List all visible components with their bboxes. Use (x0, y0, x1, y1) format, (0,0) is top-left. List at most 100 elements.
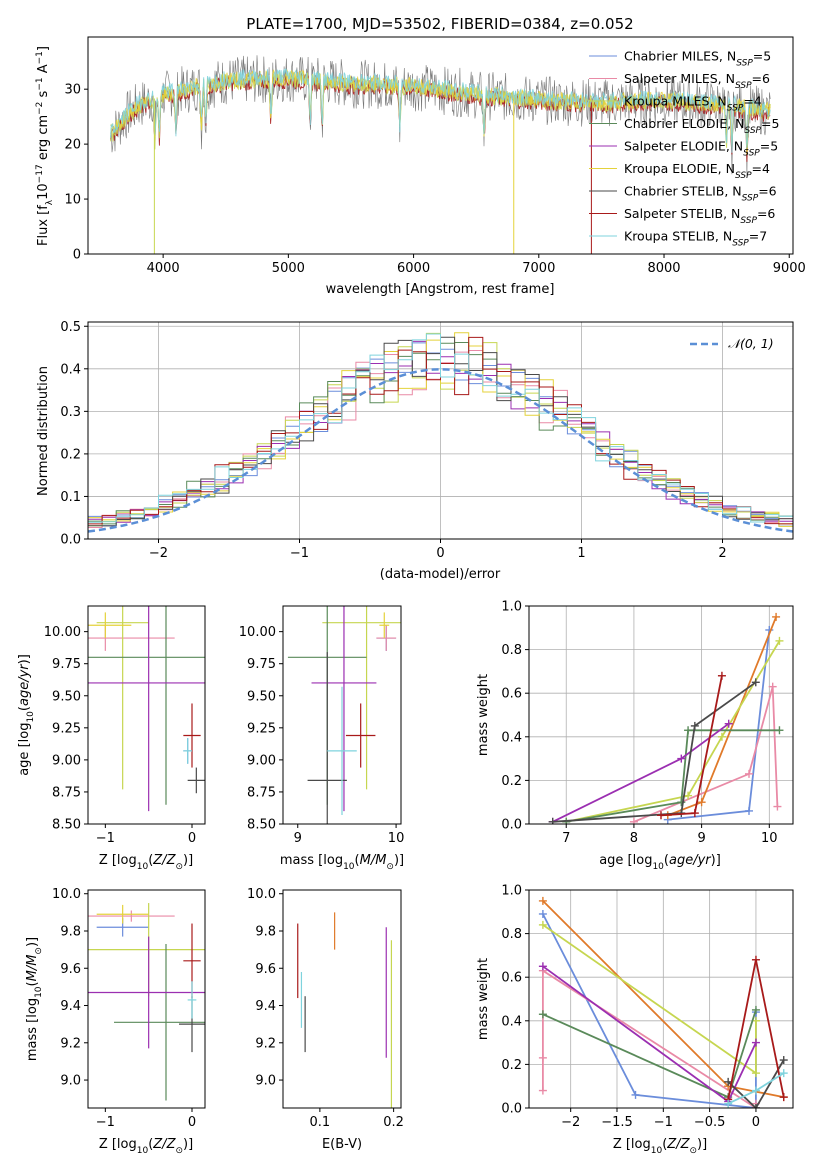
x-tick-label: 1 (577, 546, 585, 561)
y-tick-label: 9.2 (255, 1036, 276, 1051)
x-tick-label: 8000 (647, 261, 680, 276)
y-tick-label: 9.6 (255, 962, 276, 977)
legend-entry: Salpeter STELIB, NSSP=6 (624, 206, 775, 226)
x-tick-label: −2 (561, 1115, 580, 1130)
x-tick-label: 5000 (272, 261, 305, 276)
plot-area (287, 606, 401, 824)
chart-residuals: −2 −1 0 1 2 0.0 0.1 0.2 0.3 0.4 0.5 𝒩(0, 1) (data-mo… (36, 320, 794, 582)
y-tick-label: 8.75 (52, 785, 81, 800)
y-tick-label: 0.0 (501, 1102, 522, 1117)
axis-label: age [log10(age/yr)] (599, 853, 721, 872)
x-tick-label: 2 (718, 546, 726, 561)
y-tick-label: 10.00 (44, 625, 81, 640)
x-tick-label: 9 (697, 831, 705, 846)
x-tick-label: 9 (294, 831, 302, 846)
x-tick-label: 10 (388, 831, 405, 846)
legend-entry: Kroupa ELODIE, NSSP=4 (624, 161, 770, 181)
axis-label: Z [log10(Z/Z⊙)] (99, 1137, 193, 1156)
y-tick-label: 1.0 (501, 600, 522, 615)
axes-border (528, 889, 794, 1109)
axes-frame: −1 0 9.0 9.2 9.4 9.6 9.8 10.0 (52, 887, 206, 1130)
x-tick-label: −0.5 (694, 1115, 726, 1130)
axis-label: Z [log10(Z/Z⊙)] (99, 853, 193, 872)
plot-area (538, 896, 788, 1108)
y-tick-label: 10.0 (52, 887, 81, 902)
plot-area (548, 612, 784, 824)
y-axis-label: mass weight (476, 958, 491, 1040)
chart-age_vs_mass: 9 10 8.50 8.75 9.00 9.25 9.50 9.75 10.00 mass [lo… (239, 605, 405, 872)
legend-entry: Chabrier STELIB, NSSP=6 (624, 184, 777, 204)
plot-area (88, 606, 205, 812)
x-tick-label: 0.1 (310, 1115, 331, 1130)
y-tick-label: 9.00 (52, 753, 81, 768)
y-tick-label: 0.8 (501, 643, 522, 658)
x-axis-label: (data-model)/error (380, 567, 501, 582)
chart-mass_vs_Z: −1 0 9.0 9.2 9.4 9.6 9.8 10.0 Z [log10(Z/Z⊙)] mas… (25, 887, 206, 1156)
y-tick-label: 9.0 (60, 1074, 81, 1089)
y-tick-label: 0.2 (60, 447, 81, 462)
model-spectrum (110, 67, 771, 153)
legend-entry: Chabrier MILES, NSSP=5 (624, 49, 771, 69)
y-tick-label: 8.50 (52, 818, 81, 833)
y-tick-label: 9.2 (60, 1036, 81, 1051)
axes-frame: −1 0 8.50 8.75 9.00 9.25 9.50 9.75 10.00 (44, 605, 206, 846)
y-tick-label: 10 (64, 193, 81, 208)
chart-massweight_vs_age: 7 8 9 10 0.0 0.2 0.4 0.6 0.8 1.0 age [log10(age/yr… (476, 600, 794, 872)
y-tick-label: 9.75 (52, 657, 81, 672)
axes-frame: 9 10 8.50 8.75 9.00 9.25 9.50 9.75 10.00 (239, 605, 405, 846)
axis-label: mass [log10(M/M⊙)] (25, 937, 44, 1061)
weight-series-line (542, 969, 757, 1108)
y-tick-label: 0.4 (501, 730, 522, 745)
x-tick-label: −1 (96, 1115, 115, 1130)
chart-layer: 4000 5000 6000 7000 8000 90000102030Chabrier … (17, 36, 806, 1156)
axes-border (282, 605, 402, 825)
axes-border (87, 36, 794, 255)
axes-frame: 7 8 9 10 0.0 0.2 0.4 0.6 0.8 1.0 (501, 600, 794, 846)
x-tick-label: −1 (654, 1115, 673, 1130)
x-tick-label: −1 (96, 831, 115, 846)
y-tick-label: 9.00 (247, 753, 276, 768)
x-tick-label: 0.2 (383, 1115, 404, 1130)
y-tick-label: 9.25 (52, 721, 81, 736)
y-tick-label: 30 (64, 83, 81, 98)
axes-border (87, 605, 206, 825)
y-tick-label: 9.75 (247, 657, 276, 672)
chart-massweight_vs_Z: −2 −1.5 −1 −0.5 0 0.0 0.2 0.4 0.6 0.8 1.0 Z [log10(… (476, 884, 794, 1156)
axis-label: mass [log10(M/M⊙)] (280, 853, 404, 872)
y-tick-label: 0.6 (501, 971, 522, 986)
plot-area (110, 55, 771, 254)
y-tick-label: 0.8 (501, 927, 522, 942)
x-tick-label: −1 (290, 546, 309, 561)
plot-area (297, 912, 393, 1108)
x-tick-label: 0 (188, 831, 196, 846)
x-tick-label: 10 (761, 831, 778, 846)
axes-border (87, 889, 206, 1109)
y-tick-label: 9.50 (52, 689, 81, 704)
axes-border (282, 889, 402, 1109)
legend-entry: Chabrier ELODIE, NSSP=5 (624, 116, 779, 136)
legend-entry: Kroupa MILES, NSSP=4 (624, 94, 762, 114)
legend-entry: Kroupa STELIB, NSSP=7 (624, 229, 767, 249)
x-tick-label: 0 (188, 1115, 196, 1130)
y-tick-label: 9.0 (255, 1074, 276, 1089)
weight-series-line (566, 640, 781, 823)
x-tick-label: 7000 (522, 261, 555, 276)
weight-series-line (727, 1059, 785, 1108)
x-axis-label: E(B-V) (322, 1137, 362, 1152)
axes-frame: −2 −1.5 −1 −0.5 0 0.0 0.2 0.4 0.6 0.8 1.0 (501, 884, 794, 1130)
axes-frame: 0.1 0.2 9.0 9.2 9.4 9.6 9.8 10.0 (247, 887, 404, 1130)
y-tick-label: 0.2 (501, 1058, 522, 1073)
x-tick-label: 8 (630, 831, 638, 846)
plot-area (88, 332, 793, 533)
x-tick-label: −2 (149, 546, 168, 561)
model-spectrum (110, 69, 771, 156)
weight-series-line (566, 729, 780, 823)
y-tick-label: 10.00 (239, 625, 276, 640)
legend-entry: Salpeter MILES, NSSP=6 (624, 71, 770, 91)
y-tick-label: 0.3 (60, 405, 81, 420)
y-tick-label: 0.4 (60, 362, 81, 377)
axis-label: age [log10(age/yr)] (17, 654, 36, 776)
x-tick-label: 0 (436, 546, 444, 561)
